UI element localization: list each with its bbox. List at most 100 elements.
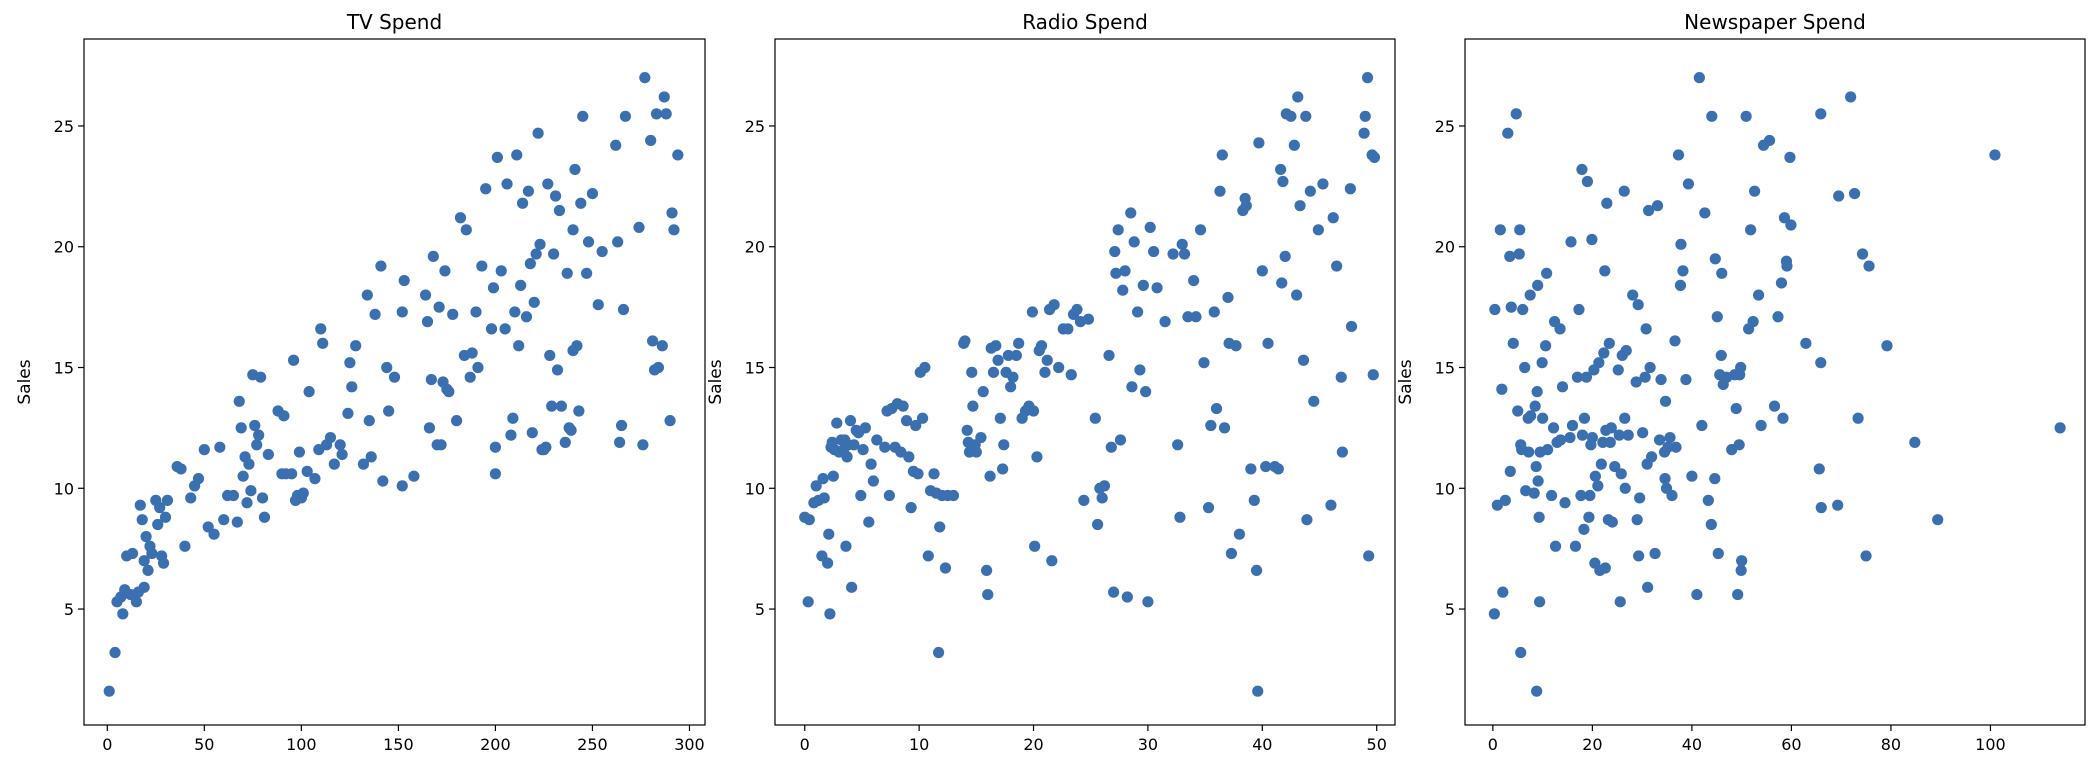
- newspaper-spend-data-point: [1785, 219, 1797, 231]
- tv-spend-panel: TV Spend Sales 0 50 100 150 200 250 300 5 10 15 20 25: [15, 10, 706, 754]
- newspaper-spend-data-point: [1662, 441, 1674, 453]
- newspaper-spend-data-point: [1775, 277, 1788, 289]
- tv-spend-data-point: [551, 364, 564, 376]
- radio-spend-data-point: [1048, 299, 1060, 311]
- newspaper-spend-data-point: [1613, 429, 1625, 441]
- newspaper-spend-data-point: [1586, 233, 1598, 246]
- tv-spend-data-point: [350, 340, 362, 352]
- newspaper-spend-data-point: [1813, 463, 1825, 475]
- tv-spend-data-point: [301, 465, 313, 477]
- radio-spend-data-point: [910, 419, 922, 432]
- tv-spend-data-point: [499, 323, 511, 335]
- tv-spend-data-point: [130, 596, 142, 608]
- newspaper-spend-data-point: [1583, 511, 1595, 523]
- radio-spend-data-point: [990, 340, 1002, 352]
- newspaper-spend-xtick-label: 0: [1488, 735, 1498, 754]
- radio-spend-data-point: [1010, 349, 1022, 362]
- tv-spend-data-point: [237, 470, 249, 482]
- tv-spend-data-point: [522, 185, 535, 197]
- radio-spend-data-point: [1041, 354, 1053, 366]
- tv-spend-data-point: [161, 494, 174, 506]
- radio-spend-data-point: [1071, 303, 1083, 316]
- radio-spend-data-point: [1062, 323, 1074, 335]
- radio-spend-xtick-label: 30: [1138, 735, 1158, 754]
- newspaper-spend-data-point: [1514, 224, 1526, 236]
- newspaper-spend-data-point: [1532, 279, 1544, 291]
- tv-spend-data-point: [241, 497, 253, 509]
- newspaper-spend-data-point: [1699, 207, 1711, 219]
- tv-spend-data-point: [231, 516, 243, 528]
- newspaper-spend-data-point: [1747, 316, 1759, 328]
- tv-spend-data-point: [637, 439, 649, 451]
- newspaper-spend-data-point: [1565, 236, 1577, 248]
- newspaper-spend-data-point: [1659, 473, 1671, 485]
- radio-spend-data-point: [1275, 163, 1287, 176]
- radio-spend-data-point: [1065, 369, 1077, 381]
- newspaper-spend-data-point: [1504, 250, 1516, 262]
- newspaper-spend-data-point: [1732, 588, 1744, 601]
- radio-spend-data-point: [1262, 337, 1274, 349]
- newspaper-spend-data-point: [1735, 361, 1747, 374]
- tv-spend-data-point: [555, 400, 567, 412]
- newspaper-spend-data-point: [1709, 253, 1721, 265]
- tv-spend-data-point: [396, 480, 408, 492]
- tv-spend-data-point: [179, 540, 191, 552]
- tv-spend-data-point: [524, 258, 536, 270]
- newspaper-spend-data-point: [1670, 441, 1682, 453]
- radio-spend-data-point: [1279, 250, 1291, 262]
- tv-spend-data-point: [192, 473, 205, 485]
- newspaper-spend-data-point: [1863, 260, 1875, 272]
- tv-spend-data-point: [548, 248, 560, 260]
- radio-spend-data-point: [803, 514, 815, 526]
- radio-spend-data-point: [1053, 361, 1065, 374]
- radio-spend-data-point: [1126, 381, 1138, 393]
- radio-spend-data-point: [919, 361, 931, 374]
- newspaper-spend-ytick-label: 10: [1435, 479, 1455, 498]
- radio-spend-data-point: [1029, 540, 1041, 552]
- tv-spend-data-point: [553, 204, 566, 217]
- newspaper-spend-data-point: [1674, 279, 1687, 291]
- radio-spend-xtick-label: 0: [800, 735, 810, 754]
- tv-spend-data-point: [542, 178, 554, 190]
- tv-spend-data-point: [134, 499, 146, 511]
- radio-spend-data-point: [912, 468, 924, 480]
- radio-spend-data-point: [1218, 422, 1231, 434]
- tv-spend-data-point: [439, 265, 451, 277]
- radio-spend-data-point: [1031, 451, 1043, 463]
- newspaper-spend-data-point: [1860, 550, 1872, 562]
- tv-spend-data-point: [117, 608, 129, 620]
- tv-spend-data-point: [317, 337, 329, 349]
- newspaper-spend-data-point: [1545, 489, 1558, 502]
- radio-spend-data-point: [883, 489, 895, 502]
- tv-spend-data-point: [526, 427, 538, 439]
- radio-spend-data-point: [1336, 446, 1348, 458]
- newspaper-spend-data-point: [1504, 465, 1516, 477]
- radio-spend-data-point: [1148, 245, 1160, 258]
- radio-spend-data-point: [1151, 282, 1163, 294]
- tv-spend-xtick-label: 300: [674, 735, 705, 754]
- newspaper-spend-data-point: [1752, 289, 1765, 301]
- newspaper-spend-data-point: [1740, 110, 1752, 122]
- radio-spend-data-point: [1292, 91, 1304, 103]
- tv-spend-ytick-label: 20: [54, 238, 74, 257]
- newspaper-spend-data-point: [1645, 451, 1658, 463]
- tv-spend-data-point: [619, 110, 632, 122]
- radio-spend-data-point: [1107, 586, 1120, 598]
- tv-spend-data-point: [666, 207, 678, 219]
- radio-spend-data-point: [1276, 277, 1288, 289]
- newspaper-spend-data-point: [1505, 301, 1517, 313]
- newspaper-spend-data-point: [1578, 523, 1590, 535]
- newspaper-spend-data-point: [1669, 335, 1681, 347]
- radio-spend-data-point: [1182, 311, 1194, 323]
- tv-spend-data-point: [567, 224, 579, 236]
- radio-spend-data-point: [1091, 518, 1104, 531]
- newspaper-spend-data-point: [1778, 212, 1791, 224]
- newspaper-spend-data-point: [1784, 151, 1796, 163]
- radio-spend-data-point: [1294, 200, 1306, 212]
- tv-spend-data-point: [256, 492, 269, 504]
- newspaper-spend-data-point: [1554, 323, 1566, 335]
- tv-spend-data-point: [365, 451, 377, 463]
- tv-spend-data-point: [530, 248, 542, 260]
- newspaper-spend-data-point: [1832, 499, 1844, 511]
- newspaper-spend-ytick-label: 25: [1435, 117, 1455, 136]
